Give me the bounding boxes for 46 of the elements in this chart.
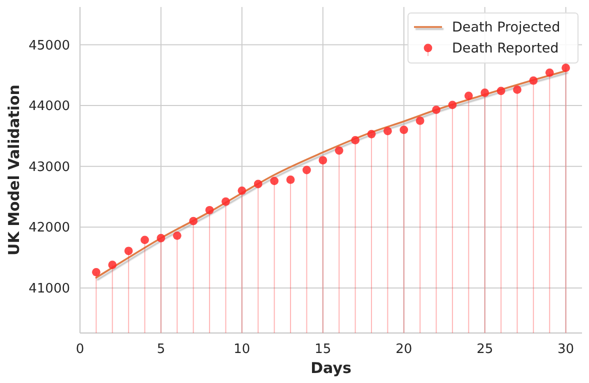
point: [286, 176, 295, 184]
point: [124, 246, 133, 256]
x-tick-label: 15: [314, 342, 332, 357]
y-tick-label: 43000: [28, 160, 70, 175]
legend-label: Death Projected: [452, 20, 560, 36]
y-tick-label: 42000: [28, 220, 70, 236]
x-tick-label: 30: [558, 342, 574, 357]
point: [529, 76, 538, 85]
point: [464, 92, 473, 100]
x-axis-title: Days: [310, 359, 352, 377]
y-tick-label: 44000: [28, 99, 70, 114]
point: [334, 146, 344, 155]
y-axis-title: UK Model Validation: [5, 84, 23, 256]
point: [416, 116, 424, 125]
point: [108, 260, 117, 270]
point: [270, 176, 279, 186]
point: [254, 180, 262, 188]
point: [92, 268, 100, 276]
x-tick-label: 10: [234, 342, 250, 357]
x-tick-label: 20: [396, 342, 412, 357]
point: [432, 106, 440, 114]
point: [367, 130, 376, 138]
point: [140, 236, 149, 244]
point: [205, 206, 214, 214]
point: [238, 186, 246, 195]
point: [222, 197, 230, 206]
point: [400, 126, 408, 134]
point: [480, 88, 490, 97]
point: [545, 68, 554, 77]
point: [383, 126, 392, 136]
point: [172, 231, 182, 240]
x-tick-label: 25: [476, 342, 494, 357]
point: [513, 86, 522, 94]
point: [156, 234, 166, 242]
point: [302, 166, 311, 174]
point: [448, 100, 457, 110]
y-tick-label: 41000: [28, 282, 70, 297]
x-tick-label: 5: [156, 342, 166, 357]
point: [496, 86, 506, 96]
point: [562, 64, 570, 72]
point: [318, 156, 328, 164]
y-tick-label: 45000: [28, 38, 70, 54]
point: [189, 216, 198, 226]
x-tick-label: 0: [76, 342, 84, 357]
legend-label: Death Reported: [452, 40, 559, 57]
point: [351, 136, 360, 144]
